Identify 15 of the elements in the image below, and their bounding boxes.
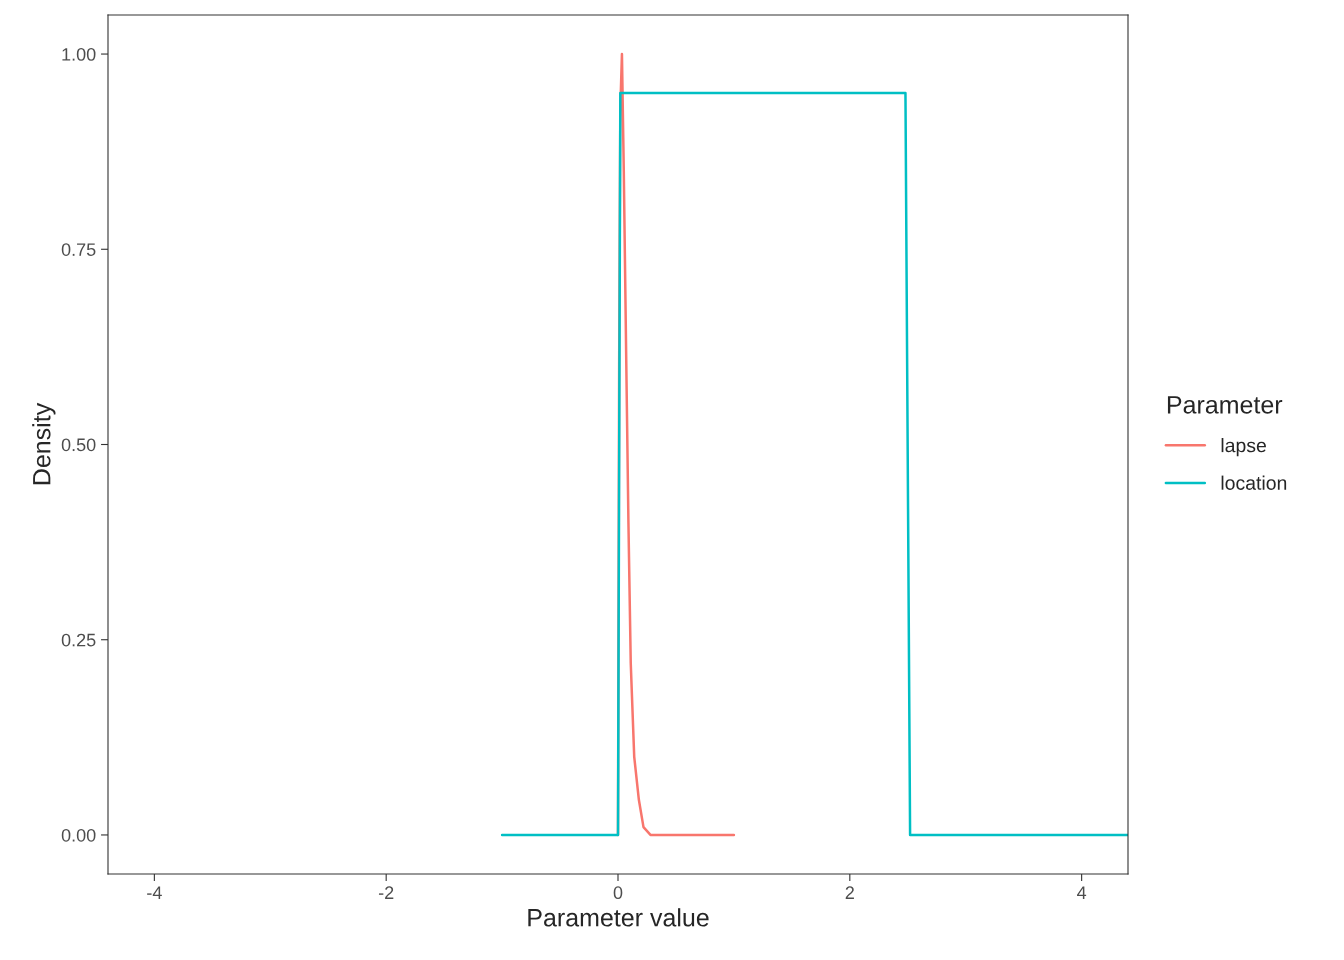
x-tick-label: -4 <box>147 886 162 899</box>
x-axis-title: Parameter value <box>528 908 709 927</box>
y-tick-label: 0.50 <box>61 438 96 452</box>
y-tick-label: 1.00 <box>62 47 96 61</box>
legend-label: location <box>1221 475 1287 490</box>
y-axis-title: Density <box>32 402 56 485</box>
y-tick-label: 0.25 <box>61 633 96 647</box>
legend-label: lapse <box>1221 438 1266 457</box>
x-tick-label: 2 <box>845 886 854 899</box>
x-tick-label: -2 <box>378 886 394 899</box>
y-tick-label: 0.00 <box>61 828 96 842</box>
y-tick-label: 0.75 <box>61 243 96 256</box>
x-tick-label: 0 <box>613 886 623 900</box>
legend-title: Parameter <box>1167 396 1283 414</box>
x-tick-label: 4 <box>1077 886 1087 899</box>
